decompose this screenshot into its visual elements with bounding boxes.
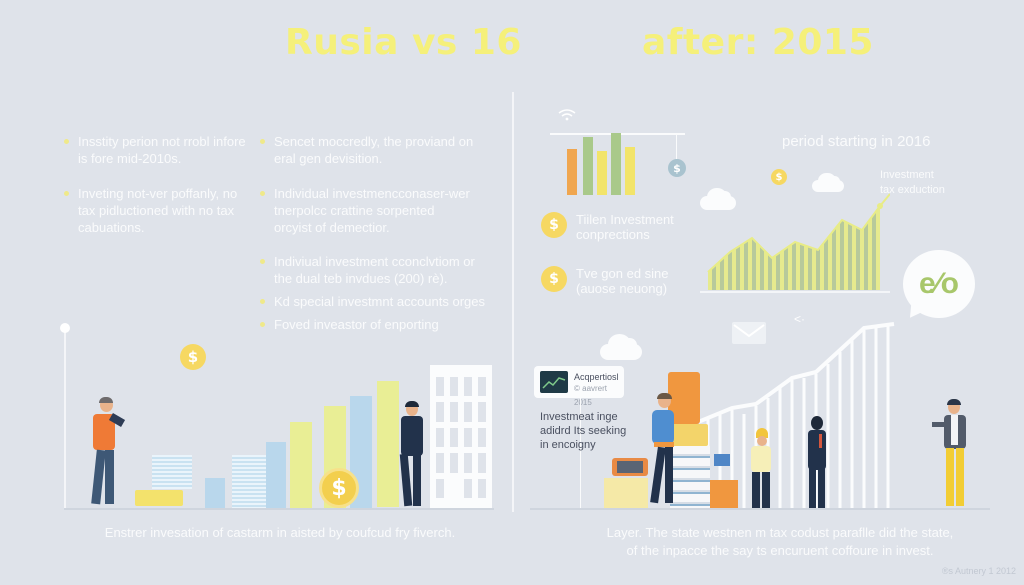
envelope-icon bbox=[732, 322, 766, 344]
right-ground-line bbox=[530, 508, 990, 510]
cloud-icon bbox=[812, 172, 844, 192]
bullet-item: Individual investmencconaser-wer tnerpol… bbox=[260, 185, 475, 236]
chart-bar bbox=[205, 478, 225, 508]
cloud-icon bbox=[600, 334, 642, 360]
person-businessman-illustration bbox=[398, 401, 428, 508]
watermark: ®s Autnery 1 2012 bbox=[941, 566, 1016, 576]
mini-chart-bar bbox=[611, 133, 621, 195]
cloud-icon bbox=[700, 187, 736, 210]
book-stack-illustration bbox=[670, 446, 710, 508]
left-bullets-col2-top: Sencet moccredly, the proviand on eral g… bbox=[260, 133, 475, 254]
timeline-pole bbox=[64, 328, 66, 508]
feature-1-text: Tiilen Investment conprections bbox=[576, 212, 674, 242]
bullet-dot-icon bbox=[260, 299, 265, 304]
person-blue-sweater-illustration bbox=[648, 393, 684, 508]
cash-bundle-illustration bbox=[672, 424, 708, 446]
bullet-dot-icon bbox=[260, 322, 265, 327]
orange-crate-illustration bbox=[710, 480, 738, 508]
period-subtitle: period starting in 2016 bbox=[782, 133, 931, 150]
bullet-item: Inveting not-ver poffanly, no tax pidluc… bbox=[64, 185, 254, 236]
person-worker-illustration bbox=[748, 428, 776, 508]
bullet-item: Kd special investmnt accounts orges bbox=[260, 293, 490, 310]
left-bullets-col2-bottom: Indiviual investment cconclvtiom or the … bbox=[260, 253, 490, 339]
bullet-item: Foved inveastor of enporting bbox=[260, 316, 490, 333]
hanging-dollar-icon: $ bbox=[668, 159, 686, 177]
chart-bar bbox=[290, 422, 312, 508]
mini-chart-bar bbox=[583, 137, 593, 195]
feature-dollar-icon: $ bbox=[541, 266, 567, 292]
bullet-dot-icon bbox=[260, 139, 265, 144]
wifi-icon bbox=[558, 108, 576, 121]
feature-2-text: Tve gon ed sine (auose neuong) bbox=[576, 266, 669, 296]
big-dollar-coin-icon: $ bbox=[319, 468, 359, 508]
card-caption: Investmeat inge adidrd Its seeking in en… bbox=[540, 411, 627, 451]
mini-chart-bar bbox=[567, 149, 577, 195]
left-bullets-col1: Insstity perion not rrobl infore is fore… bbox=[64, 133, 254, 254]
tax-label: Investment tax exduction bbox=[880, 169, 945, 196]
left-ground-line bbox=[64, 508, 494, 510]
card-subtitle: © aavrert 2015 bbox=[574, 384, 608, 407]
bullet-item: Indiviual investment cconclvtiom or the … bbox=[260, 253, 490, 287]
chart-bar bbox=[377, 381, 399, 507]
chart-bar-docs bbox=[232, 455, 268, 508]
chart-bar bbox=[266, 442, 286, 508]
percent-speech-bubble-icon: e⁄o bbox=[903, 250, 975, 318]
code-brackets-icon: <· bbox=[794, 312, 806, 326]
bullet-item: Insstity perion not rrobl infore is fore… bbox=[64, 133, 254, 167]
person-dark-coat-illustration bbox=[805, 416, 829, 508]
bullet-dot-icon bbox=[260, 191, 265, 196]
card-pole bbox=[580, 398, 581, 508]
center-divider bbox=[512, 92, 514, 512]
person-presenter-illustration bbox=[932, 399, 970, 508]
cash-stack-illustration bbox=[135, 490, 183, 506]
app-card[interactable]: Acqpertiosl © aavrert 2015 bbox=[534, 366, 624, 407]
person-orange-vest-illustration bbox=[88, 397, 128, 508]
box-illustration bbox=[604, 478, 648, 508]
hanging-string bbox=[676, 135, 677, 159]
left-caption: Enstrer invesation of castarm in aisted … bbox=[104, 525, 456, 540]
left-bar-chart bbox=[200, 380, 380, 508]
timeline-marker-icon bbox=[60, 323, 70, 333]
dollar-coin-icon: $ bbox=[180, 344, 206, 370]
hanging-mini-chart bbox=[565, 133, 645, 195]
title-right: after: 2015 bbox=[642, 22, 874, 63]
small-dollar-icon: $ bbox=[771, 169, 787, 185]
office-building-illustration bbox=[430, 365, 492, 508]
bullet-dot-icon bbox=[260, 259, 265, 264]
feature-dollar-icon: $ bbox=[541, 212, 567, 238]
trend-chart-icon bbox=[540, 371, 568, 393]
bullet-dot-icon bbox=[64, 191, 69, 196]
title-left: Rusia vs 16 bbox=[285, 22, 522, 63]
card-title: Acqpertiosl bbox=[574, 372, 619, 382]
right-caption: Layer. The state westnen m tax codust pa… bbox=[606, 525, 954, 558]
tax-growth-chart bbox=[700, 190, 891, 296]
document-stack-illustration bbox=[152, 455, 192, 489]
mini-chart-bar bbox=[597, 151, 607, 195]
bullet-dot-icon bbox=[64, 139, 69, 144]
tv-box-illustration bbox=[612, 458, 648, 476]
bullet-item: Sencet moccredly, the proviand on eral g… bbox=[260, 133, 475, 167]
small-card-icon bbox=[714, 454, 730, 466]
mini-chart-bar bbox=[625, 147, 635, 195]
